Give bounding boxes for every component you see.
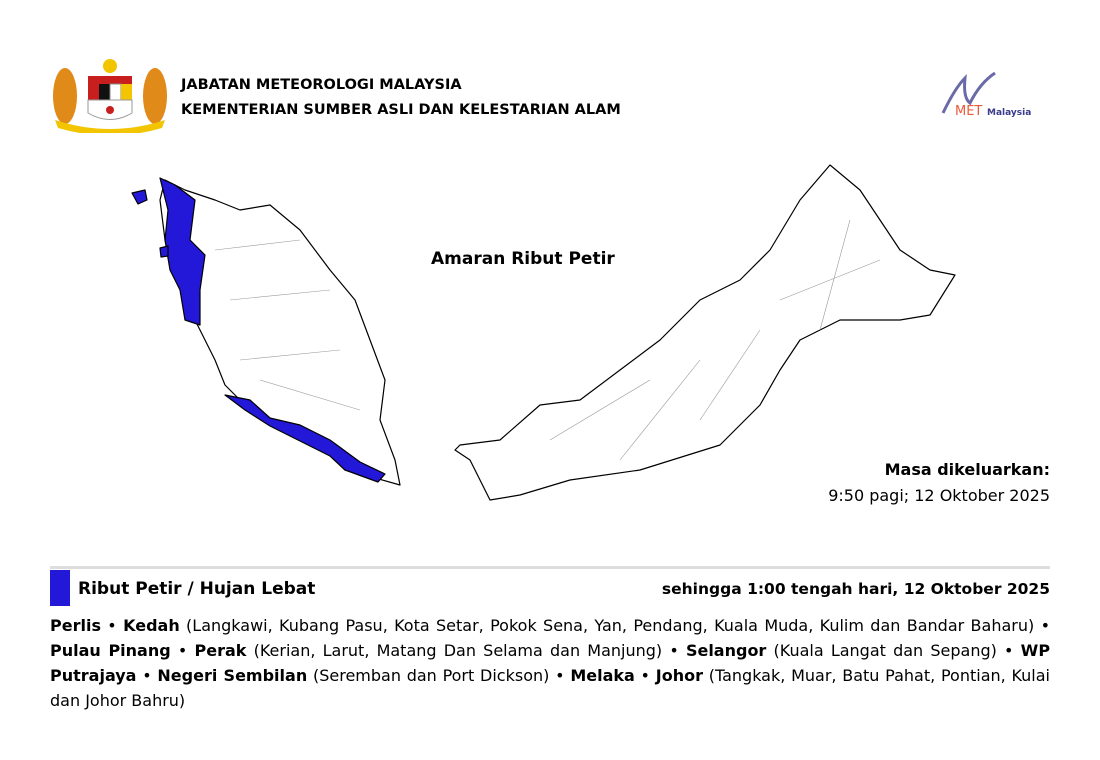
area-item: Johor (Tangkak, Muar, Batu Pahat, Pontia… [50,666,1050,710]
area-districts: (Seremban dan Port Dickson) [312,666,550,685]
divider [50,566,1050,569]
warning-color-bar [50,570,70,606]
issued-value: 9:50 pagi; 12 Oktober 2025 [828,486,1050,505]
met-malaysia-logo: MET Malaysia [941,71,1031,119]
area-districts: (Kuala Langat dan Sepang) [773,641,997,660]
area-districts: (Kerian, Larut, Matang Dan Selama dan Ma… [253,641,663,660]
area-state: Perak [194,641,247,660]
warning-valid-until: sehingga 1:00 tengah hari, 12 Oktober 20… [661,580,1050,598]
area-item: WP Putrajaya [50,641,1050,685]
area-item: Melaka [570,666,635,685]
area-districts: (Langkawi, Kubang Pasu, Kota Setar, Poko… [186,616,1035,635]
area-item: Negeri Sembilan (Seremban dan Port Dicks… [157,666,549,685]
map-title: Amaran Ribut Petir [431,249,615,269]
area-state: Melaka [570,666,635,685]
svg-text:MET: MET [955,104,982,119]
area-state: Negeri Sembilan [157,666,308,685]
area-districts: (Tangkak, Muar, Batu Pahat, Pontian, Kul… [50,666,1050,710]
warning-area-south [224,394,386,483]
org-line-1: JABATAN METEOROLOGI MALAYSIA [181,77,462,93]
area-state: Selangor [685,641,767,660]
organization-name: JABATAN METEOROLOGI MALAYSIA KEMENTERIAN… [181,73,621,123]
peninsular-malaysia [159,179,401,486]
area-state: WP Putrajaya [50,641,1051,685]
malaysia-map [131,164,956,501]
area-item: Selangor (Kuala Langat dan Sepang) [686,641,997,660]
warning-area-north [159,177,206,326]
area-item: Perlis [50,616,101,635]
borneo-malaysia [454,164,956,501]
affected-areas: Perlis • Kedah (Langkawi, Kubang Pasu, K… [50,616,1051,710]
area-state: Pulau Pinang [50,641,171,660]
area-item: Kedah (Langkawi, Kubang Pasu, Kota Setar… [123,616,1034,635]
issued-time: Masa dikeluarkan: 9:50 pagi; 12 Oktober … [828,457,1050,509]
penang-island [159,245,169,258]
issued-label: Masa dikeluarkan: [884,460,1050,479]
svg-text:Malaysia: Malaysia [987,108,1031,118]
area-state: Kedah [123,616,180,635]
area-item: Pulau Pinang [50,641,171,660]
district-boundaries [214,219,881,461]
warning-type: Ribut Petir / Hujan Lebat [78,579,316,599]
coat-of-arms-logo [53,59,167,133]
area-state: Johor [655,666,703,685]
langkawi-island [131,189,148,205]
area-item: Perak (Kerian, Larut, Matang Dan Selama … [195,641,663,660]
org-line-2: KEMENTERIAN SUMBER ASLI DAN KELESTARIAN … [181,102,621,118]
area-state: Perlis [50,616,101,635]
